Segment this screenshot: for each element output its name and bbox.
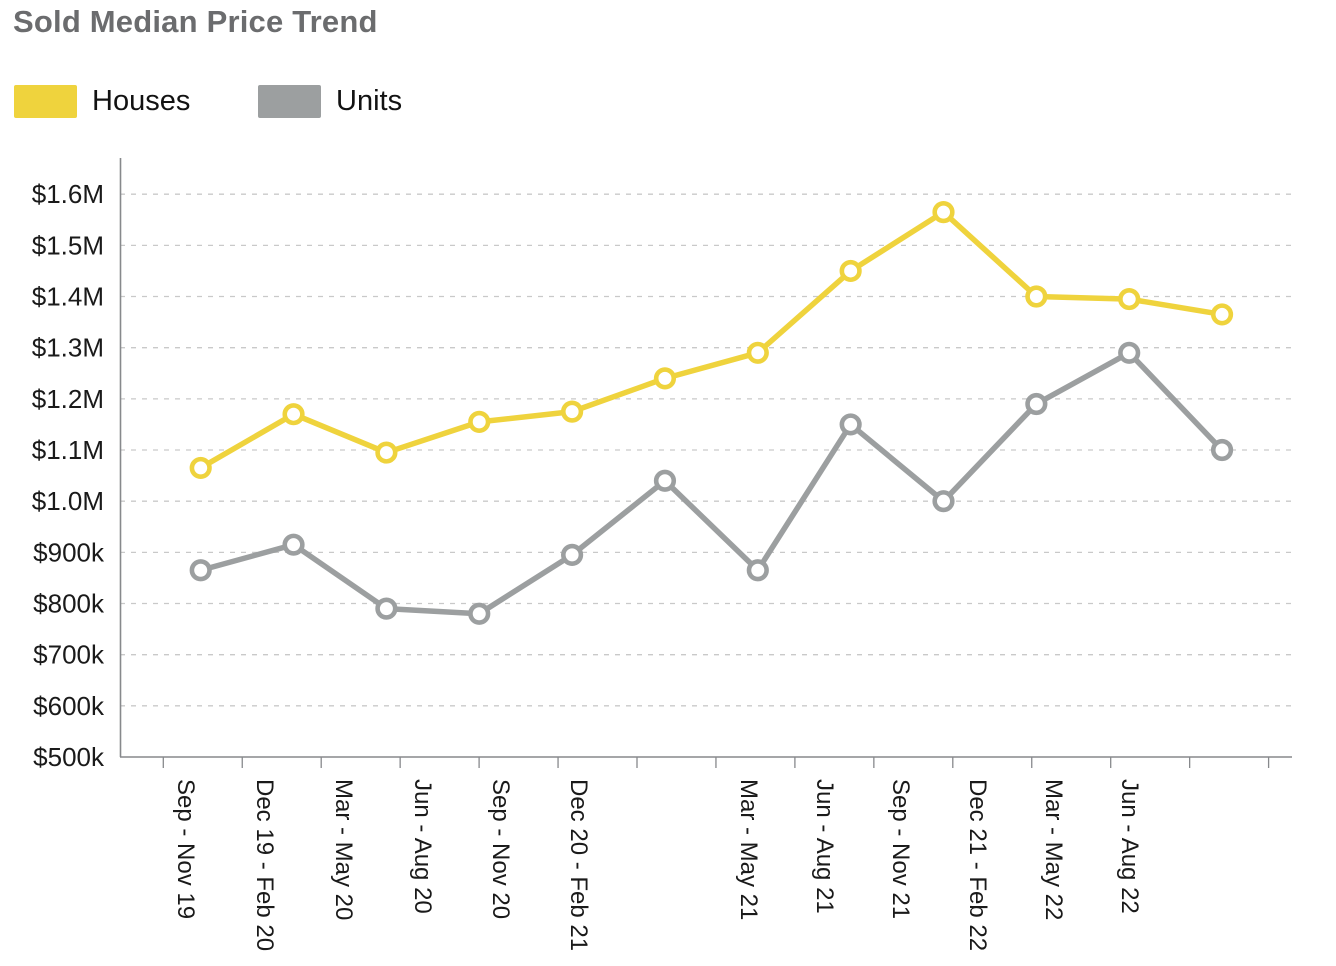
x-tick-label: Mar - May 21 bbox=[735, 779, 762, 920]
data-point-houses bbox=[1025, 285, 1048, 308]
x-tick-label: Sep - Nov 21 bbox=[887, 779, 914, 919]
y-tick-label: $500k bbox=[33, 742, 105, 772]
x-tick-label: Jun - Aug 20 bbox=[409, 779, 436, 914]
data-point-units bbox=[1210, 438, 1234, 462]
x-tick-label: Dec 21 - Feb 22 bbox=[964, 779, 991, 951]
legend-swatch-units bbox=[258, 85, 321, 118]
data-point-houses bbox=[560, 400, 584, 423]
y-tick-label: $1.3M bbox=[32, 333, 104, 363]
data-point-houses bbox=[282, 403, 305, 426]
x-tick-label: Jun - Aug 21 bbox=[811, 779, 838, 914]
data-point-houses bbox=[375, 441, 398, 464]
data-point-houses bbox=[1118, 287, 1141, 311]
data-point-houses bbox=[839, 259, 862, 283]
data-point-units bbox=[653, 469, 677, 492]
data-point-units bbox=[1025, 392, 1048, 416]
y-tick-label: $1.0M bbox=[32, 486, 104, 516]
data-point-houses bbox=[468, 410, 491, 433]
y-tick-label: $900k bbox=[33, 537, 105, 567]
legend-item-units[interactable]: Units bbox=[258, 85, 402, 118]
x-tick-label: Mar - May 22 bbox=[1040, 779, 1067, 920]
data-point-units bbox=[468, 602, 491, 625]
data-point-houses bbox=[1210, 303, 1234, 326]
y-tick-label: $600k bbox=[33, 691, 105, 721]
y-tick-label: $800k bbox=[33, 589, 105, 619]
x-tick-label: Dec 20 - Feb 21 bbox=[565, 779, 592, 951]
x-tick-label: Jun - Aug 22 bbox=[1116, 779, 1143, 914]
data-point-units bbox=[746, 559, 769, 582]
data-point-units bbox=[375, 597, 398, 620]
y-tick-label: $1.2M bbox=[32, 384, 104, 414]
legend-label-houses: Houses bbox=[92, 85, 191, 117]
y-tick-label: $1.6M bbox=[32, 179, 104, 209]
y-tick-label: $1.1M bbox=[32, 435, 104, 465]
x-tick-label: Sep - Nov 20 bbox=[487, 779, 514, 919]
x-tick-label: Dec 19 - Feb 20 bbox=[251, 779, 278, 951]
data-point-units bbox=[839, 413, 862, 436]
data-point-houses bbox=[932, 201, 955, 224]
y-tick-label: $1.4M bbox=[32, 282, 104, 312]
data-point-units bbox=[189, 559, 212, 582]
x-tick-label: Sep - Nov 19 bbox=[172, 779, 199, 919]
y-tick-label: $700k bbox=[33, 640, 105, 670]
data-point-units bbox=[560, 543, 584, 567]
data-point-units bbox=[1118, 341, 1141, 364]
y-tick-label: $1.5M bbox=[32, 230, 104, 260]
legend-label-units: Units bbox=[336, 85, 403, 117]
data-point-units bbox=[932, 490, 955, 513]
chart-title: Sold Median Price Trend bbox=[13, 4, 378, 39]
legend-item-houses[interactable]: Houses bbox=[14, 85, 190, 118]
data-point-units bbox=[282, 533, 305, 556]
x-tick-label: Mar - May 20 bbox=[330, 779, 357, 920]
series-line-houses bbox=[197, 209, 1225, 471]
data-point-houses bbox=[189, 456, 212, 480]
data-point-houses bbox=[746, 341, 769, 364]
series-line-units bbox=[197, 350, 1225, 617]
data-point-houses bbox=[653, 367, 677, 390]
legend-swatch-houses bbox=[14, 85, 77, 118]
